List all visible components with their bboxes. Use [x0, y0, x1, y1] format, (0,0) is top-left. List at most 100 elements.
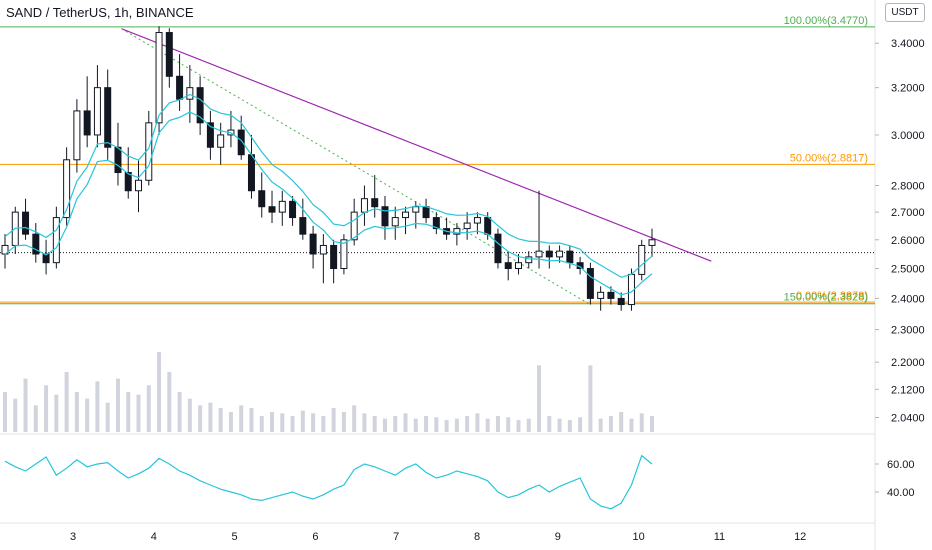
- time-tick-label: 4: [151, 531, 157, 543]
- candle-down: [289, 200, 297, 219]
- price-tick-label: 3.4000: [891, 38, 925, 50]
- grid-lines: [0, 0, 876, 550]
- volume-bar: [280, 413, 285, 432]
- candle-up: [453, 228, 461, 235]
- candles: [1, 26, 656, 311]
- volume-bar: [218, 408, 223, 432]
- fib-label: 150.00%(2.3828): [784, 292, 868, 304]
- candle-up: [638, 244, 646, 275]
- price-tick-label: 2.4000: [891, 293, 925, 305]
- resistance-trendline: [121, 28, 712, 262]
- candle-up: [412, 206, 420, 213]
- candle-up: [514, 262, 522, 270]
- volume-bar: [105, 402, 110, 432]
- candle-up: [463, 222, 471, 230]
- volume-bar: [33, 405, 38, 432]
- rsi-line: [4, 454, 653, 510]
- volume-bar: [629, 418, 634, 432]
- volume-bar: [177, 392, 182, 432]
- volume-bar: [290, 416, 295, 432]
- volume-bar: [588, 365, 593, 432]
- volume-bar: [126, 392, 131, 432]
- volume-bar: [578, 417, 583, 432]
- volume-bar: [495, 416, 500, 432]
- volume-bar: [403, 413, 408, 432]
- candle-down: [586, 268, 594, 299]
- price-tick-label: 2.0400: [891, 412, 925, 424]
- candle-up: [52, 217, 60, 264]
- candle-up: [648, 239, 656, 246]
- candle-up: [135, 179, 143, 192]
- volume-bar: [44, 385, 49, 432]
- volume-bar: [352, 405, 357, 432]
- fib-label: 100.00%(3.4770): [784, 15, 868, 27]
- volume-bar: [64, 372, 69, 432]
- volume-bar: [331, 408, 336, 432]
- volume-bar: [198, 405, 203, 432]
- volume-bar: [157, 352, 162, 432]
- candle-down: [196, 87, 204, 124]
- chart-title: SAND / TetherUS, 1h, BINANCE: [6, 5, 194, 20]
- candle-up: [473, 217, 481, 224]
- candle-up: [319, 244, 327, 255]
- rsi-panel: 60.00 40.00: [4, 454, 915, 510]
- price-tick-label: 3.2000: [891, 83, 925, 95]
- price-tick-label: 2.3000: [891, 325, 925, 337]
- volume-bar: [485, 418, 490, 432]
- candle-up: [217, 134, 225, 148]
- volume-bar: [382, 418, 387, 432]
- volume-bar: [3, 392, 7, 432]
- candle-down: [104, 87, 112, 148]
- volume-bar: [13, 398, 18, 432]
- volume-bar: [547, 416, 552, 432]
- candle-down: [176, 75, 184, 100]
- candle-down: [258, 190, 266, 208]
- candle-down: [22, 211, 30, 235]
- candle-down: [165, 32, 173, 77]
- price-tick-label: 3.0000: [891, 130, 925, 142]
- price-tick-label: 2.8000: [891, 180, 925, 192]
- volume-bar: [506, 417, 511, 432]
- time-tick-label: 12: [794, 531, 806, 543]
- time-tick-label: 9: [555, 531, 561, 543]
- volume-bar: [85, 398, 90, 432]
- time-axis: 3 4 5 6 7 8 9 10 11 12: [70, 531, 806, 543]
- volume-bar: [475, 413, 480, 432]
- candle-down: [494, 233, 502, 264]
- volume-bar: [259, 416, 264, 432]
- currency-badge[interactable]: USDT: [885, 3, 925, 22]
- volume-bar: [650, 416, 654, 432]
- volume-bar: [311, 413, 316, 432]
- volume-bar: [23, 378, 28, 432]
- candle-up: [556, 250, 564, 258]
- candle-up: [186, 87, 194, 100]
- candle-up: [402, 211, 410, 219]
- price-tick-label: 2.2000: [891, 357, 925, 369]
- volume-bar: [619, 412, 624, 432]
- rsi-tick-label: 40.00: [887, 487, 915, 499]
- volume-bars: [3, 352, 654, 432]
- price-axis: 3.4000 3.2000 3.0000 2.8000 2.7000 2.6000 2.50…: [875, 38, 925, 424]
- time-tick-label: 10: [632, 531, 644, 543]
- candle-down: [42, 253, 50, 264]
- volume-bar: [228, 412, 233, 432]
- volume-bar: [54, 394, 59, 432]
- volume-bar: [146, 385, 151, 432]
- candle-up: [391, 217, 399, 227]
- candle-up: [350, 211, 358, 241]
- candle-down: [484, 217, 492, 235]
- volume-bar: [598, 418, 603, 432]
- candle-up: [340, 239, 348, 270]
- price-tick-label: 2.1200: [891, 384, 925, 396]
- volume-bar: [465, 416, 470, 432]
- volume-bar: [341, 412, 346, 432]
- volume-bar: [537, 365, 542, 432]
- candle-down: [114, 146, 122, 174]
- volume-bar: [74, 392, 79, 432]
- candle-up: [73, 110, 81, 161]
- price-tick-label: 2.7000: [891, 207, 925, 219]
- candle-down: [566, 250, 574, 264]
- fib-levels: 100.00%(3.4770) 50.00%(2.8817) 0.00%(2.387…: [0, 15, 875, 305]
- candle-down: [607, 291, 615, 299]
